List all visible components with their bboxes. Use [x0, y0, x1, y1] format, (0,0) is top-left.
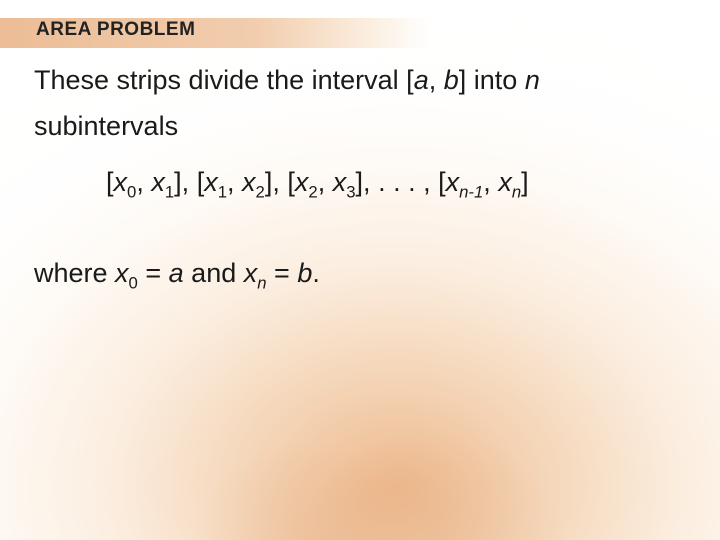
dots: . . . — [378, 167, 423, 197]
slide-title: AREA PROBLEM — [36, 19, 195, 41]
text: and — [184, 258, 244, 288]
var-x: x — [151, 167, 165, 197]
sub-2: 2 — [256, 182, 265, 201]
sub-3: 3 — [346, 182, 355, 201]
sep: , — [182, 167, 197, 197]
bracket-close: ] — [174, 167, 182, 197]
comma: , — [227, 167, 242, 197]
body-line-1: These strips divide the interval [a, b] … — [34, 60, 690, 102]
sub-n: n — [512, 182, 521, 201]
subintervals-formula: [x0, x1], [x1, x2], [x2, x3], . . . , [x… — [106, 164, 690, 202]
var-x: x — [446, 167, 460, 197]
sub-2: 2 — [308, 182, 317, 201]
bracket-close: ] — [521, 167, 529, 197]
text: = — [138, 258, 169, 288]
var-b: b — [444, 65, 459, 95]
text: = — [267, 258, 298, 288]
sep: , — [272, 167, 287, 197]
text: , — [429, 65, 444, 95]
comma: , — [483, 167, 498, 197]
sub-n-1: n-1 — [459, 182, 483, 201]
var-a: a — [414, 65, 429, 95]
slide: AREA PROBLEM These strips divide the int… — [0, 0, 720, 540]
var-a: a — [169, 258, 184, 288]
where-line: where x0 = a and xn = b. — [34, 255, 690, 293]
var-x: x — [498, 167, 512, 197]
var-x: x — [295, 167, 309, 197]
var-x: x — [333, 167, 347, 197]
slide-body: These strips divide the interval [a, b] … — [34, 60, 690, 293]
bracket-close: ] — [356, 167, 364, 197]
comma: , — [318, 167, 333, 197]
sub-0: 0 — [127, 182, 136, 201]
var-n: n — [525, 65, 540, 95]
text: where — [34, 258, 115, 288]
var-x: x — [115, 258, 129, 288]
var-x: x — [204, 167, 218, 197]
sep: , — [363, 167, 378, 197]
sub-n: n — [257, 274, 266, 293]
var-x: x — [242, 167, 256, 197]
var-x: x — [114, 167, 128, 197]
var-x: x — [244, 258, 258, 288]
text: . — [312, 258, 320, 288]
body-line-2: subintervals — [34, 106, 690, 148]
bracket-open: [ — [106, 167, 114, 197]
sep-comma: , — [423, 167, 438, 197]
bracket-open: [ — [287, 167, 295, 197]
text: ] into — [459, 65, 525, 95]
sub-1: 1 — [165, 182, 174, 201]
bracket-open: [ — [438, 167, 446, 197]
comma: , — [136, 167, 151, 197]
text: These strips divide the interval [ — [34, 65, 414, 95]
var-b: b — [297, 258, 312, 288]
sub-0: 0 — [129, 274, 138, 293]
sub-1: 1 — [218, 182, 227, 201]
